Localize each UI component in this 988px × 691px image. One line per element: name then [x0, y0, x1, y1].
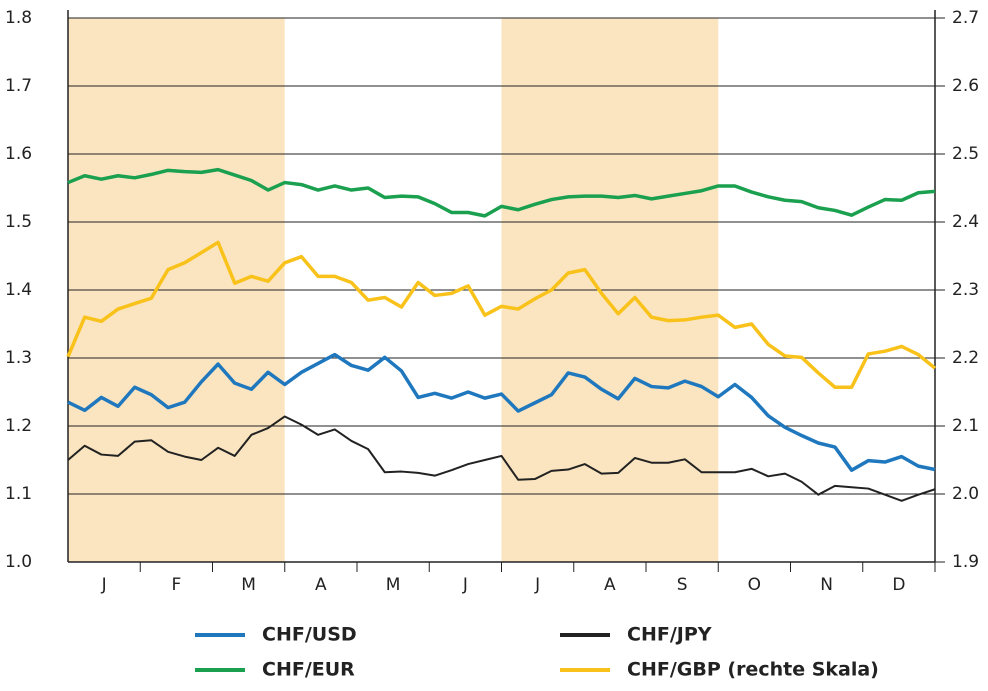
y2-tick-label: 2.4: [952, 212, 979, 232]
y-tick-label: 1.1: [5, 484, 32, 504]
x-tick-label: O: [748, 575, 761, 595]
y-tick-label: 1.2: [5, 416, 32, 436]
y2-tick-label: 2.5: [952, 144, 979, 164]
legend-label: CHF/USD: [262, 624, 357, 646]
x-tick-label: N: [820, 575, 833, 595]
x-tick-label: F: [171, 575, 181, 595]
y2-tick-label: 2.3: [952, 280, 979, 300]
legend-label: CHF/JPY: [627, 624, 712, 646]
y-tick-label: 1.0: [5, 552, 32, 572]
y-tick-label: 1.4: [5, 280, 32, 300]
x-tick-label: M: [386, 575, 401, 595]
y2-tick-label: 2.7: [952, 8, 979, 28]
y-tick-label: 1.3: [5, 348, 32, 368]
y2-tick-label: 2.0: [952, 484, 979, 504]
y-tick-label: 1.7: [5, 76, 32, 96]
x-tick-label: A: [604, 575, 616, 595]
x-tick-label: M: [241, 575, 256, 595]
x-tick-label: J: [462, 575, 468, 595]
series-line: [67, 415, 936, 502]
series-line: [66, 240, 937, 389]
y2-tick-label: 2.2: [952, 348, 979, 368]
x-tick-label: J: [534, 575, 540, 595]
y-tick-label: 1.6: [5, 144, 32, 164]
series-line: [67, 167, 936, 218]
y2-tick-label: 2.1: [952, 416, 979, 436]
x-tick-label: S: [677, 575, 688, 595]
y-tick-label: 1.8: [5, 8, 32, 28]
x-tick-label: D: [892, 575, 905, 595]
x-tick-label: J: [101, 575, 107, 595]
x-tick-label: A: [315, 575, 327, 595]
series-line: [67, 352, 936, 472]
y2-tick-label: 1.9: [952, 552, 979, 572]
legend-label: CHF/EUR: [262, 659, 355, 681]
legend-label: CHF/GBP (rechte Skala): [627, 659, 879, 681]
y-tick-label: 1.5: [5, 212, 32, 232]
y2-tick-label: 2.6: [952, 76, 979, 96]
